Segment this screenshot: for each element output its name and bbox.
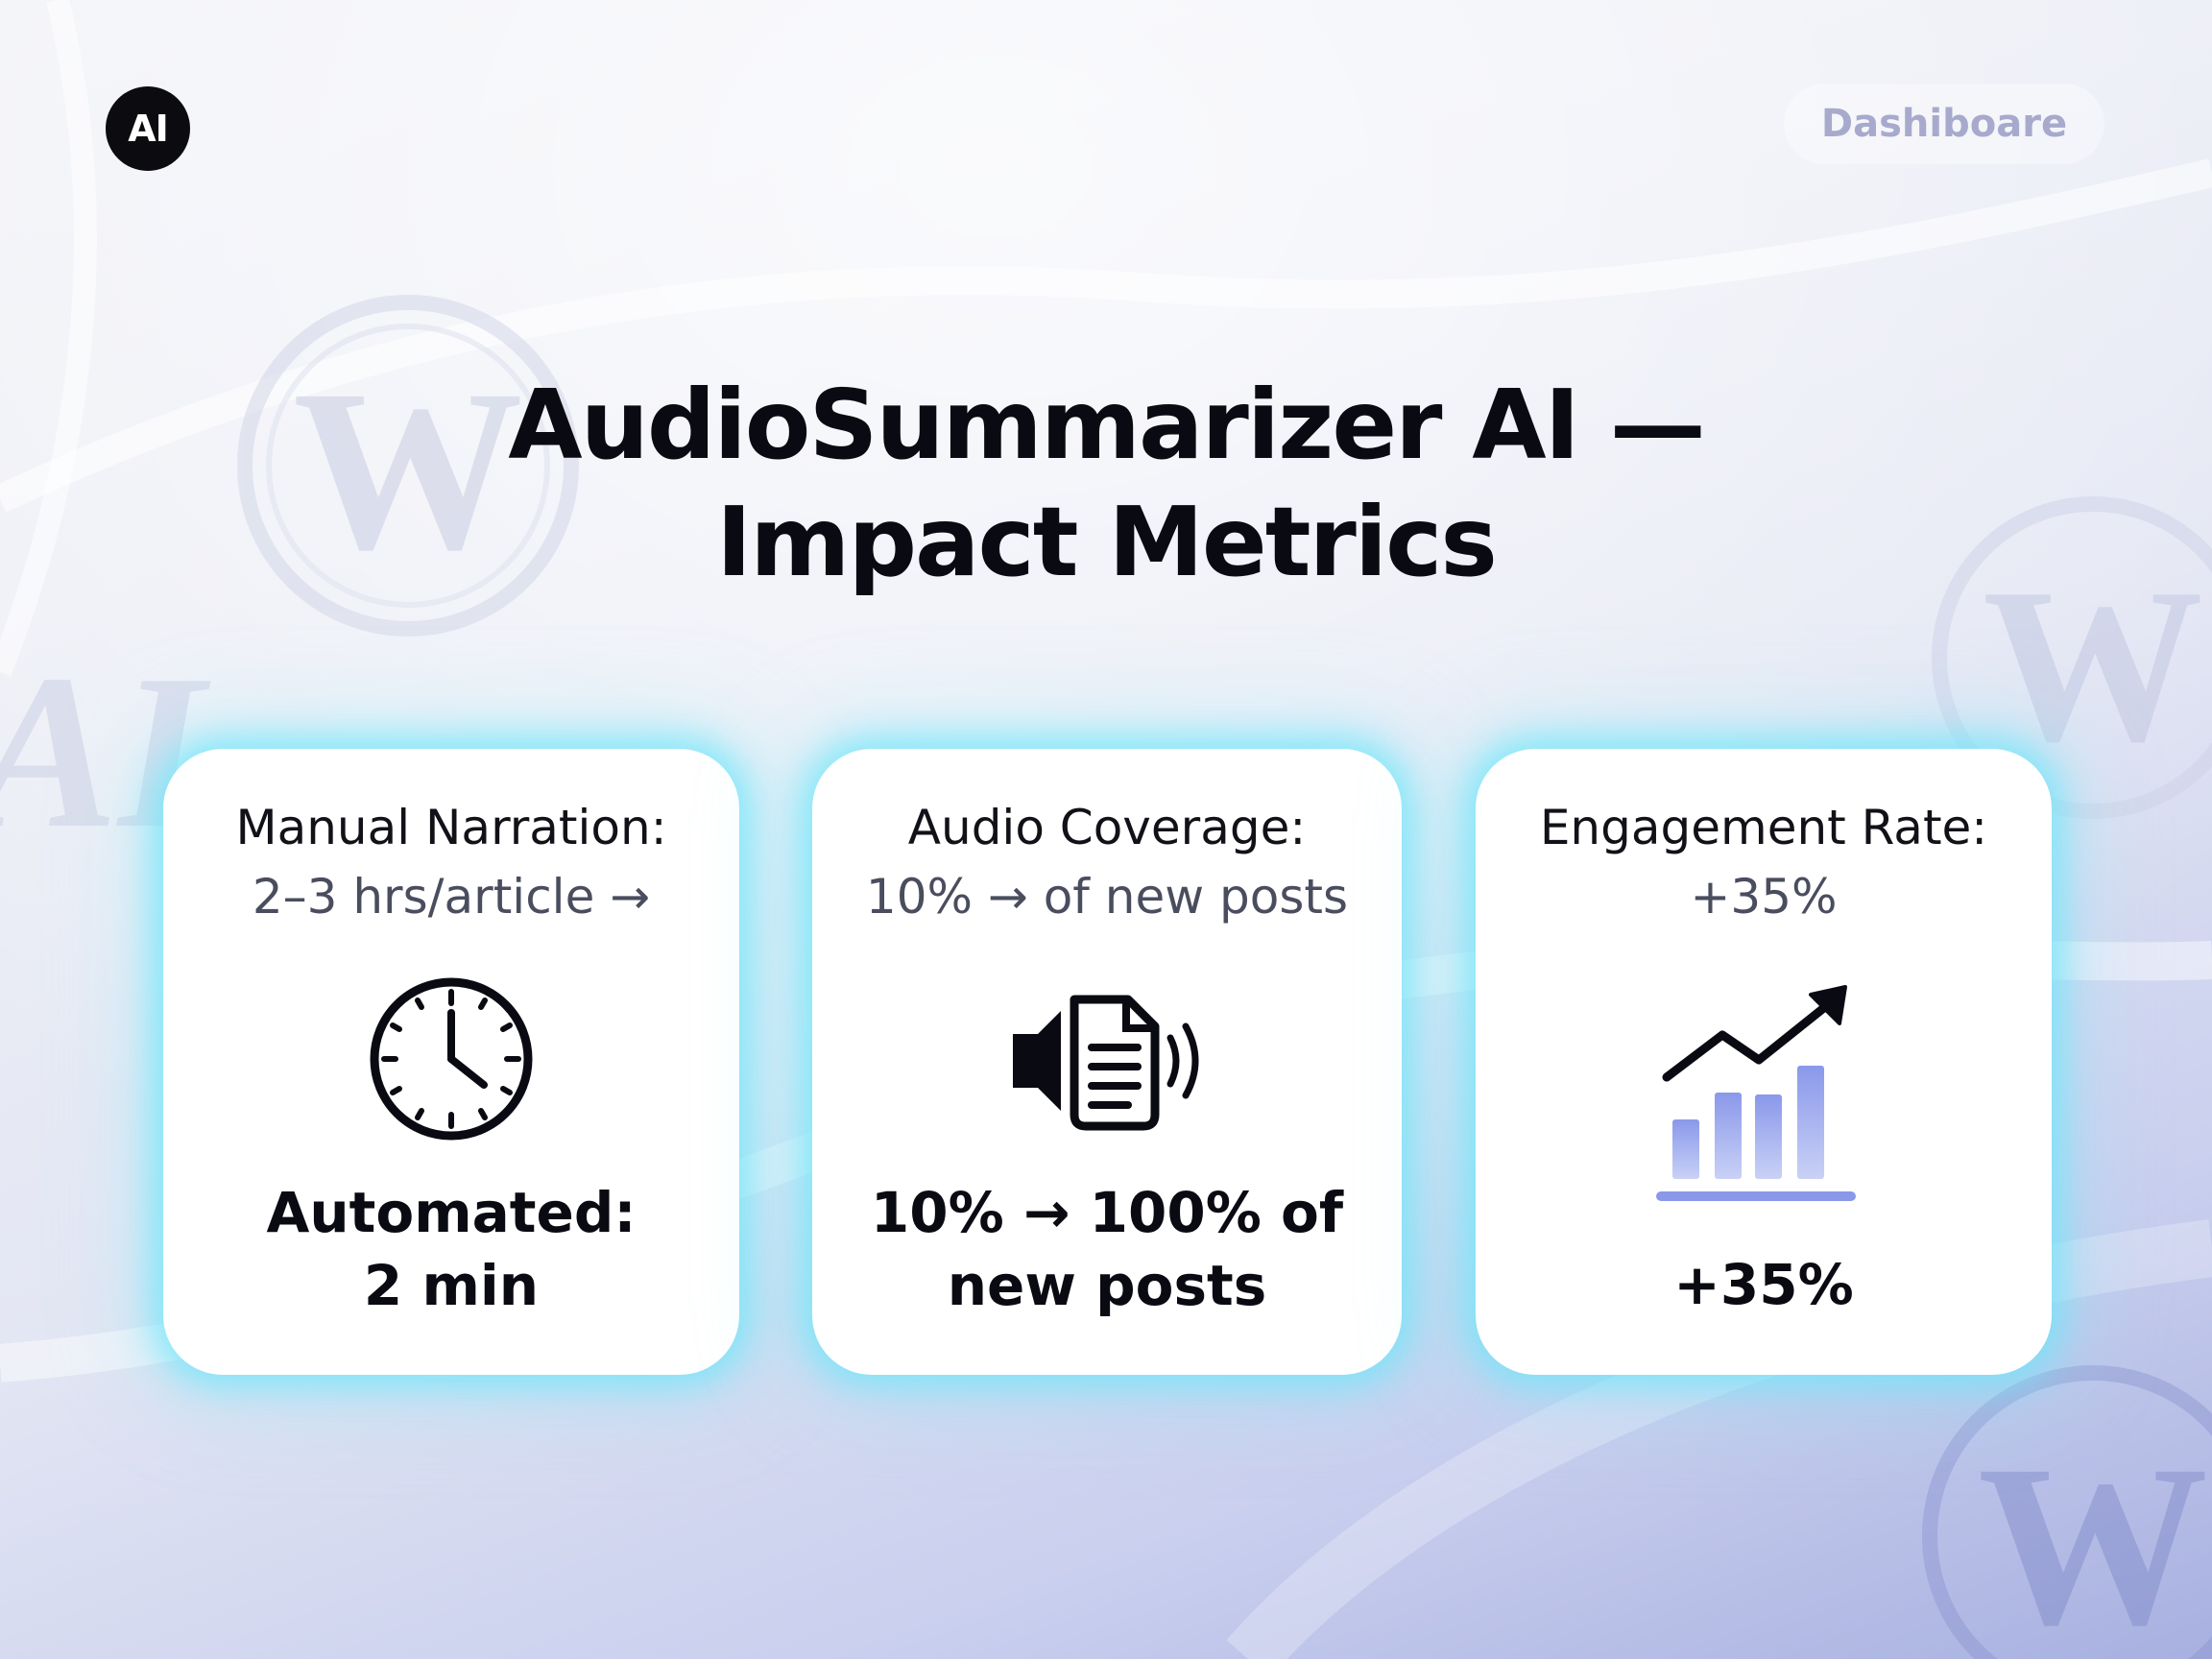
metric-card-audio-coverage: Audio Coverage: 10% → of new posts 10% →… (812, 749, 1402, 1375)
card-subtitle: +35% (1690, 869, 1838, 925)
card-subtitle: 10% → of new posts (865, 869, 1349, 925)
clock-icon (370, 977, 533, 1141)
card-label: Manual Narration: (235, 800, 667, 855)
card-value-line2: 2 min (363, 1253, 540, 1318)
page-title-line2: Impact Metrics (716, 486, 1498, 598)
dashboard-button[interactable]: Dashiboare (1784, 84, 2104, 164)
watermark-letter: W (1978, 1417, 2208, 1659)
card-value-line1: +35% (1673, 1252, 1854, 1317)
card-value-line2: new posts (947, 1253, 1267, 1318)
card-value-line1: 10% → 100% of (870, 1180, 1344, 1245)
card-label: Engagement Rate: (1539, 800, 1988, 855)
ai-logo-badge[interactable]: AI (106, 86, 190, 171)
page-title-line1: AudioSummarizer AI — (508, 369, 1705, 481)
growth-chart-icon (1656, 985, 1856, 1201)
wordpress-watermark-icon: W (1922, 1365, 2212, 1659)
card-value: 10% → 100% of new posts (812, 1176, 1402, 1322)
card-value: +35% (1476, 1248, 2052, 1321)
card-label: Audio Coverage: (907, 800, 1307, 855)
card-value-line1: Automated: (266, 1180, 637, 1245)
audio-document-icon (1013, 995, 1199, 1131)
metric-card-engagement-rate: Engagement Rate: +35% +35% (1476, 749, 2052, 1375)
card-subtitle: 2–3 hrs/article → (252, 869, 651, 925)
metric-card-manual-narration: Manual Narration: 2–3 hrs/article → Auto… (163, 749, 739, 1375)
page-title: AudioSummarizer AI — Impact Metrics (0, 367, 2212, 601)
card-value: Automated: 2 min (163, 1176, 739, 1322)
